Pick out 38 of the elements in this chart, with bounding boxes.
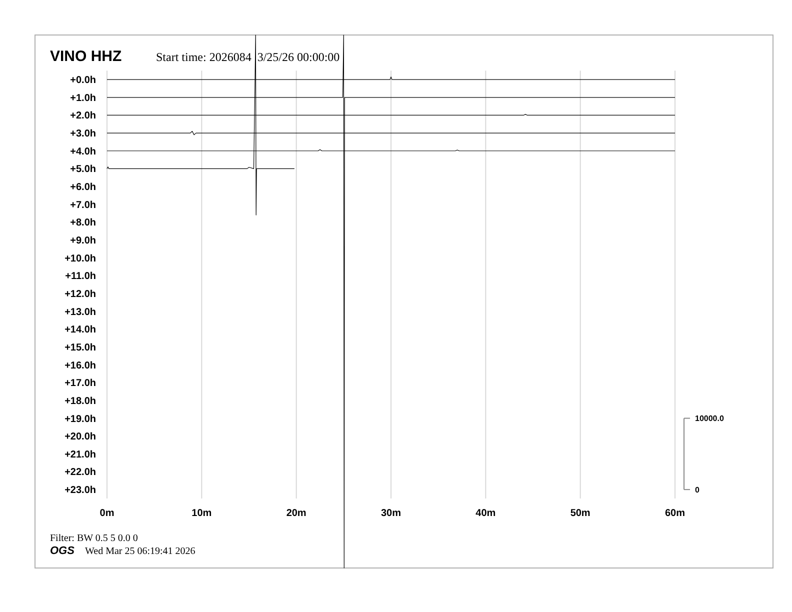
y2-tick-label: 0 xyxy=(695,485,700,494)
y-tick-label: +21.0h xyxy=(64,449,96,460)
y-tick-label: +5.0h xyxy=(70,164,96,176)
text: OGS xyxy=(50,545,76,557)
y-tick-label: +19.0h xyxy=(64,414,96,425)
y-tick-label: +16.0h xyxy=(64,360,96,372)
y-tick-label: +3.0h xyxy=(70,128,96,140)
y-tick-label: +20.0h xyxy=(64,432,96,443)
x-tick-label: 30m xyxy=(380,508,402,519)
x-tick-label: 60m xyxy=(664,508,686,519)
x-tick-label: 0m xyxy=(100,508,114,519)
y-tick-label: +18.0h xyxy=(64,396,96,407)
x-tick-label: 20m xyxy=(286,508,306,519)
y2-tick-label: 10000.0 xyxy=(695,414,724,424)
y-tick-label: +12.0h xyxy=(64,288,96,300)
y-tick-label: +14.0h xyxy=(64,324,96,336)
x-tick-label: 10m xyxy=(192,508,212,519)
y-tick-label: +0.0h xyxy=(70,75,96,86)
x-tick-label: 40m xyxy=(476,508,496,519)
y-tick-label: +9.0h xyxy=(70,236,96,246)
annotation: Filter: BW 0.5 5 0.0 0 xyxy=(50,533,138,544)
x-tick-label: 50m xyxy=(570,508,590,519)
y-tick-label: +17.0h xyxy=(64,378,96,390)
y-tick-label: +23.0h xyxy=(64,485,96,496)
y-tick-label: +4.0h xyxy=(70,146,96,158)
y-tick-label: +11.0h xyxy=(65,271,96,282)
text: VINO HHZ xyxy=(50,48,122,65)
y-tick-label: +1.0h xyxy=(70,92,96,104)
y-tick-label: +22.0h xyxy=(64,467,96,478)
y-tick-label: +7.0h xyxy=(70,200,96,211)
y-tick-label: +2.0h xyxy=(70,110,96,122)
annotation: Wed Mar 25 06:19:41 2026 xyxy=(85,546,196,557)
y-tick-label: +15.0h xyxy=(64,342,96,354)
y-tick-label: +8.0h xyxy=(70,218,96,229)
y-tick-label: +6.0h xyxy=(70,182,96,194)
y-tick-label: +10.0h xyxy=(64,253,96,264)
y-tick-label: +13.0h xyxy=(64,306,96,318)
text: Start time: 2026084 3/25/26 00:00:00 xyxy=(156,50,340,64)
